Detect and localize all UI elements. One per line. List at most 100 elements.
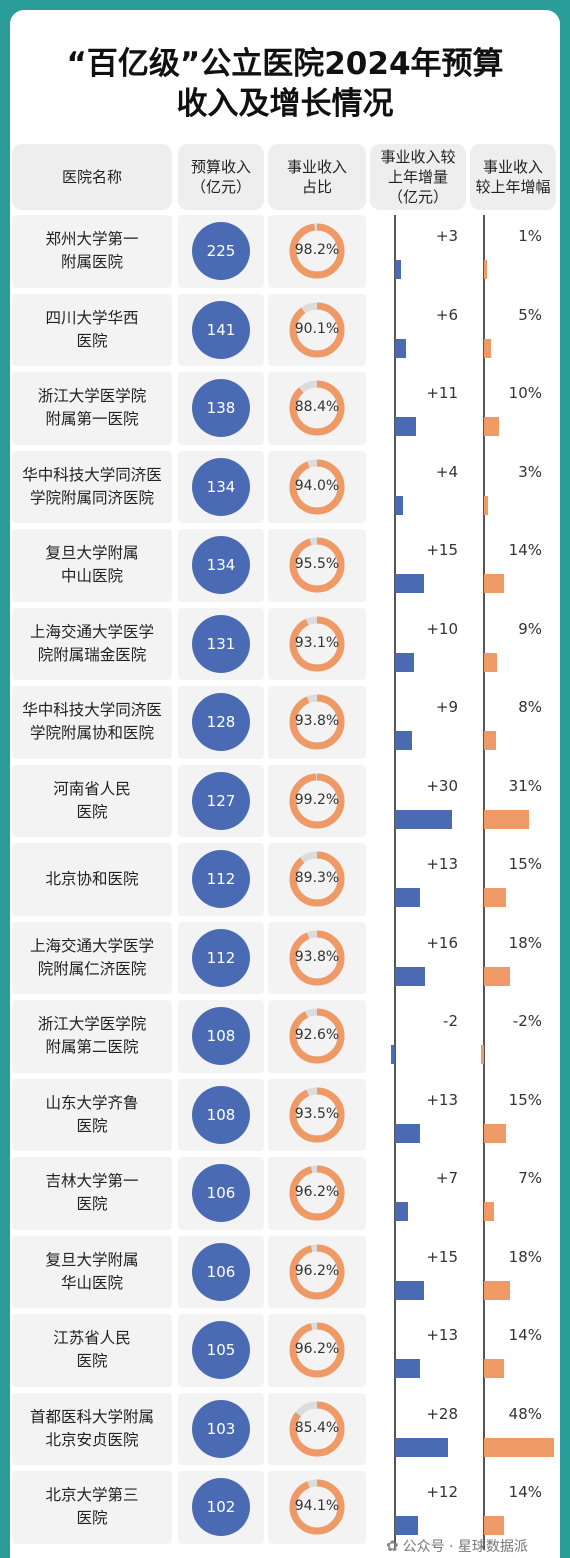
hospital-name: 首都医科大学附属 北京安贞医院 <box>29 1407 154 1449</box>
growth-label: 3% <box>518 462 542 481</box>
growth-bar <box>484 1202 495 1221</box>
chart-title-line2: 收入及增长情况 <box>176 86 394 122</box>
growth-bar <box>484 338 492 358</box>
ratio-donut <box>289 1401 345 1457</box>
hospital-name: 北京大学第三 医院 <box>45 1486 139 1528</box>
table-cell-bg <box>12 529 172 602</box>
ratio-donut <box>289 537 345 593</box>
budget-circle: 106 <box>192 1242 250 1301</box>
ratio-label: 88.4% <box>294 399 340 416</box>
ratio-donut <box>289 302 345 358</box>
growth-label: 31% <box>508 776 542 795</box>
budget-circle: 105 <box>192 1321 250 1380</box>
table-cell-bg <box>12 843 172 916</box>
header-ratio: 事业收入 占比 <box>268 144 366 210</box>
growth-label: 15% <box>508 855 542 873</box>
ratio-donut <box>289 616 345 672</box>
hospital-name: 浙江大学医学院 附属第一医院 <box>37 387 147 429</box>
ratio-donut <box>289 223 345 279</box>
growth-bar <box>484 1437 554 1457</box>
increment-label: +7 <box>435 1169 458 1187</box>
increment-bar <box>395 731 413 750</box>
increment-bar <box>395 495 403 515</box>
ratio-label: 93.1% <box>294 634 340 651</box>
increment-label: +30 <box>426 776 458 795</box>
table-cell-bg <box>12 1078 172 1151</box>
header-budget: 预算收入 （亿元） <box>178 144 264 210</box>
increment-bar <box>391 1045 395 1064</box>
growth-bar <box>484 888 506 907</box>
ratio-label: 96.2% <box>294 1184 340 1201</box>
increment-label: +9 <box>435 698 458 716</box>
budget-circle: 141 <box>192 300 250 359</box>
hospital-name: 上海交通大学医学 院附属仁济医院 <box>29 936 154 978</box>
table-cell-bg <box>12 1157 172 1230</box>
growth-label: 8% <box>518 698 542 716</box>
increment-label: +28 <box>426 1404 458 1423</box>
increment-bar <box>395 1123 420 1143</box>
ratio-donut <box>289 851 345 907</box>
table-cell-bg <box>12 215 172 288</box>
ratio-label: 92.6% <box>294 1027 340 1044</box>
footer-text: 公众号 · 星球数据派 <box>402 1539 528 1555</box>
chart-title-line1: “百亿级”公立医院2024年预算 <box>66 46 504 82</box>
ratio-label: 95.5% <box>294 556 340 573</box>
header-hospital-name: 医院名称 <box>12 144 172 210</box>
increment-bar <box>395 1202 409 1221</box>
ratio-donut-arc <box>289 616 345 672</box>
ratio-label: 99.2% <box>294 791 340 808</box>
growth-bar <box>484 260 487 279</box>
budget-circle: 102 <box>192 1478 250 1537</box>
budget-circle: 134 <box>192 536 250 595</box>
hospital-name: 山东大学齐鲁 医院 <box>45 1093 139 1135</box>
growth-label: 5% <box>518 305 542 324</box>
ratio-donut-arc <box>289 1087 345 1143</box>
growth-label: 18% <box>508 933 542 952</box>
hospital-name: 江苏省人民 医院 <box>53 1329 131 1371</box>
ratio-label: 94.1% <box>294 1498 340 1515</box>
ratio-donut <box>289 773 345 829</box>
growth-bar <box>484 809 529 829</box>
growth-label: 14% <box>508 541 542 559</box>
ratio-donut-arc <box>289 694 345 750</box>
increment-bar <box>395 1359 420 1378</box>
ratio-donut-arc <box>289 223 345 279</box>
hospital-name: 河南省人民 医院 <box>53 779 131 821</box>
growth-label: 7% <box>518 1169 542 1187</box>
growth-bar <box>484 417 499 436</box>
hospital-name: 北京协和医院 <box>45 869 139 888</box>
ratio-donut <box>289 1244 345 1300</box>
table-cell-bg <box>12 372 172 445</box>
ratio-donut-arc <box>289 459 345 515</box>
increment-label: +15 <box>426 541 458 559</box>
footer-watermark: ✿ 公众号 · 星球数据派 <box>386 1536 528 1556</box>
ratio-donut-arc <box>289 302 345 358</box>
increment-bar <box>395 417 416 436</box>
ratio-label: 93.8% <box>294 948 340 965</box>
increment-bar <box>395 260 401 279</box>
increment-label: +12 <box>426 1483 458 1501</box>
table-cell-bg <box>12 607 172 680</box>
increment-bar <box>395 966 426 986</box>
table-cell-bg <box>12 1471 172 1544</box>
ratio-donut-arc <box>289 851 345 907</box>
budget-circle: 138 <box>192 379 250 438</box>
growth-bar <box>481 1045 484 1064</box>
ratio-donut-arc <box>289 1008 345 1064</box>
growth-bar <box>484 1359 505 1378</box>
ratio-donut <box>289 930 345 986</box>
growth-bar <box>484 495 489 515</box>
ratio-donut-arc <box>289 1322 345 1378</box>
wechat-icon: ✿ <box>386 1537 399 1555</box>
growth-label: -2% <box>512 1012 542 1030</box>
ratio-donut-arc <box>289 930 345 986</box>
ratio-donut-arc <box>289 1244 345 1300</box>
hospital-name: 四川大学华西 医院 <box>45 308 139 350</box>
growth-bar <box>484 1280 511 1300</box>
growth-label: 15% <box>508 1090 542 1109</box>
chart-card: “百亿级”公立医院2024年预算 收入及增长情况 医院名称 预算收入 （亿元） … <box>10 10 560 1558</box>
budget-circle: 103 <box>192 1399 250 1458</box>
growth-label: 48% <box>508 1404 542 1423</box>
ratio-donut-arc <box>289 537 345 593</box>
growth-label: 18% <box>508 1247 542 1266</box>
